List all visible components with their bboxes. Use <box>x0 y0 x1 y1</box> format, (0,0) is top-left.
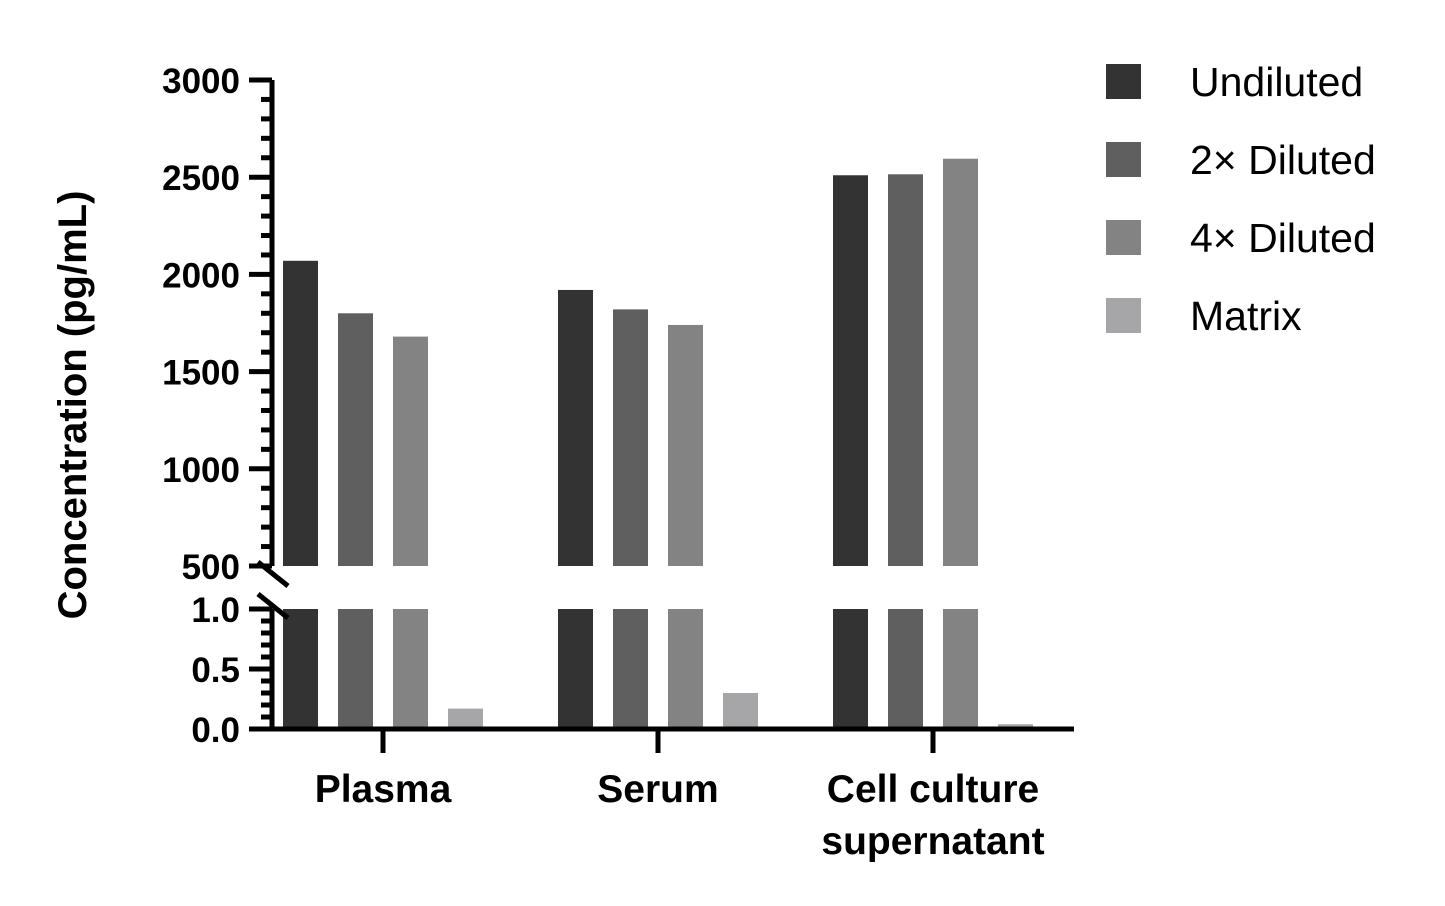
legend-swatch <box>1106 220 1141 255</box>
legend-swatch <box>1106 142 1141 177</box>
bar <box>888 174 923 566</box>
y-tick-label: 2500 <box>162 159 240 198</box>
bar <box>833 175 868 567</box>
y-tick-label: 1.0 <box>191 591 240 630</box>
bar <box>558 289 593 566</box>
y-axis-label: Concentration (pg/mL) <box>51 191 95 620</box>
bar-lower <box>723 693 758 729</box>
legend-swatch <box>1106 64 1141 99</box>
bar <box>338 313 373 566</box>
bar <box>393 336 428 566</box>
legend-label: Matrix <box>1190 293 1302 339</box>
x-tick-label: Serum <box>597 768 718 811</box>
y-tick-label: 2000 <box>162 256 240 295</box>
bar <box>668 324 703 566</box>
legend-label: 2× Diluted <box>1190 137 1376 183</box>
y-tick-label: 1000 <box>162 451 240 490</box>
y-tick-label: 500 <box>182 548 240 587</box>
bar-lower <box>283 609 318 729</box>
y-tick-label: 1500 <box>162 354 240 393</box>
bar-lower <box>393 609 428 729</box>
bars-upper-segment <box>283 158 978 567</box>
bar <box>613 309 648 566</box>
legend: Undiluted 2× Diluted 4× Diluted Matrix <box>1106 59 1376 339</box>
y-tick-label: 3000 <box>162 62 240 101</box>
bar-lower <box>613 609 648 729</box>
legend-label: 4× Diluted <box>1190 215 1376 261</box>
bar-lower <box>943 609 978 729</box>
bar-lower <box>448 708 483 729</box>
bar <box>283 260 318 566</box>
x-tick-label: Cell culture <box>827 768 1039 811</box>
legend-label: Undiluted <box>1190 59 1363 105</box>
y-tick-label: 0.5 <box>191 651 240 690</box>
bars-lower-segment <box>283 609 1033 729</box>
bar-lower <box>888 609 923 729</box>
bar-lower <box>833 609 868 729</box>
x-tick-label: Plasma <box>315 768 452 811</box>
bar-lower <box>338 609 373 729</box>
bar <box>943 158 978 566</box>
axes: 500 1000 1500 2000 2500 3000 0.0 0.5 1.0 <box>162 62 1074 753</box>
axis-break-mark <box>256 592 290 620</box>
legend-swatch <box>1106 298 1141 333</box>
bar-lower <box>558 609 593 729</box>
category-labels: Plasma Serum Cell culture supernatant <box>315 768 1045 863</box>
bar-lower <box>668 609 703 729</box>
x-tick-label: supernatant <box>821 820 1044 863</box>
y-tick-label: 0.0 <box>191 711 240 750</box>
